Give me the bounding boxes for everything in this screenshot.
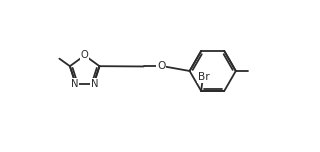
Text: Br: Br [197, 72, 209, 82]
Text: N: N [71, 79, 79, 89]
Text: O: O [157, 61, 165, 71]
Text: N: N [91, 79, 98, 89]
Text: O: O [81, 50, 89, 60]
